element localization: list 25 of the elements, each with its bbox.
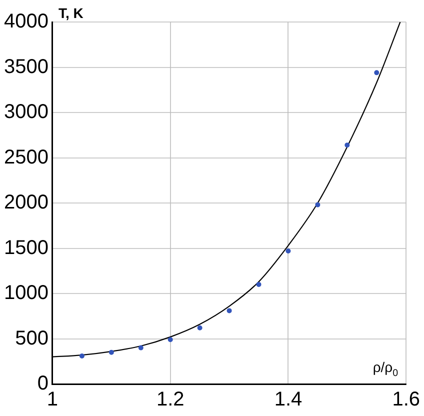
y-tick-label: 3500 xyxy=(4,56,48,78)
y-tick-label: 1000 xyxy=(4,282,48,304)
point xyxy=(315,202,320,208)
x-tick-label: 1.4 xyxy=(274,388,302,411)
point xyxy=(197,325,202,330)
point xyxy=(344,142,350,148)
x-tick-label: 1.6 xyxy=(392,388,420,411)
y-tick-label: 0 xyxy=(37,372,48,395)
x-tick-label: 1 xyxy=(46,388,58,411)
point xyxy=(138,345,144,350)
x-tick-label: 1.2 xyxy=(156,388,184,411)
point xyxy=(226,308,232,314)
y-tick-label: 2500 xyxy=(4,146,48,168)
y-axis-title: T, K xyxy=(58,5,84,21)
y-tick-label: 4000 xyxy=(4,10,48,33)
y-tick-label: 2000 xyxy=(4,192,48,214)
point xyxy=(286,248,291,254)
point xyxy=(79,353,84,358)
point xyxy=(168,337,173,342)
y-tick-label: 500 xyxy=(15,327,48,350)
point xyxy=(374,70,380,76)
y-tick-label: 3000 xyxy=(4,101,48,124)
point xyxy=(256,282,262,287)
point xyxy=(108,350,114,355)
y-tick-label: 1500 xyxy=(4,236,48,259)
